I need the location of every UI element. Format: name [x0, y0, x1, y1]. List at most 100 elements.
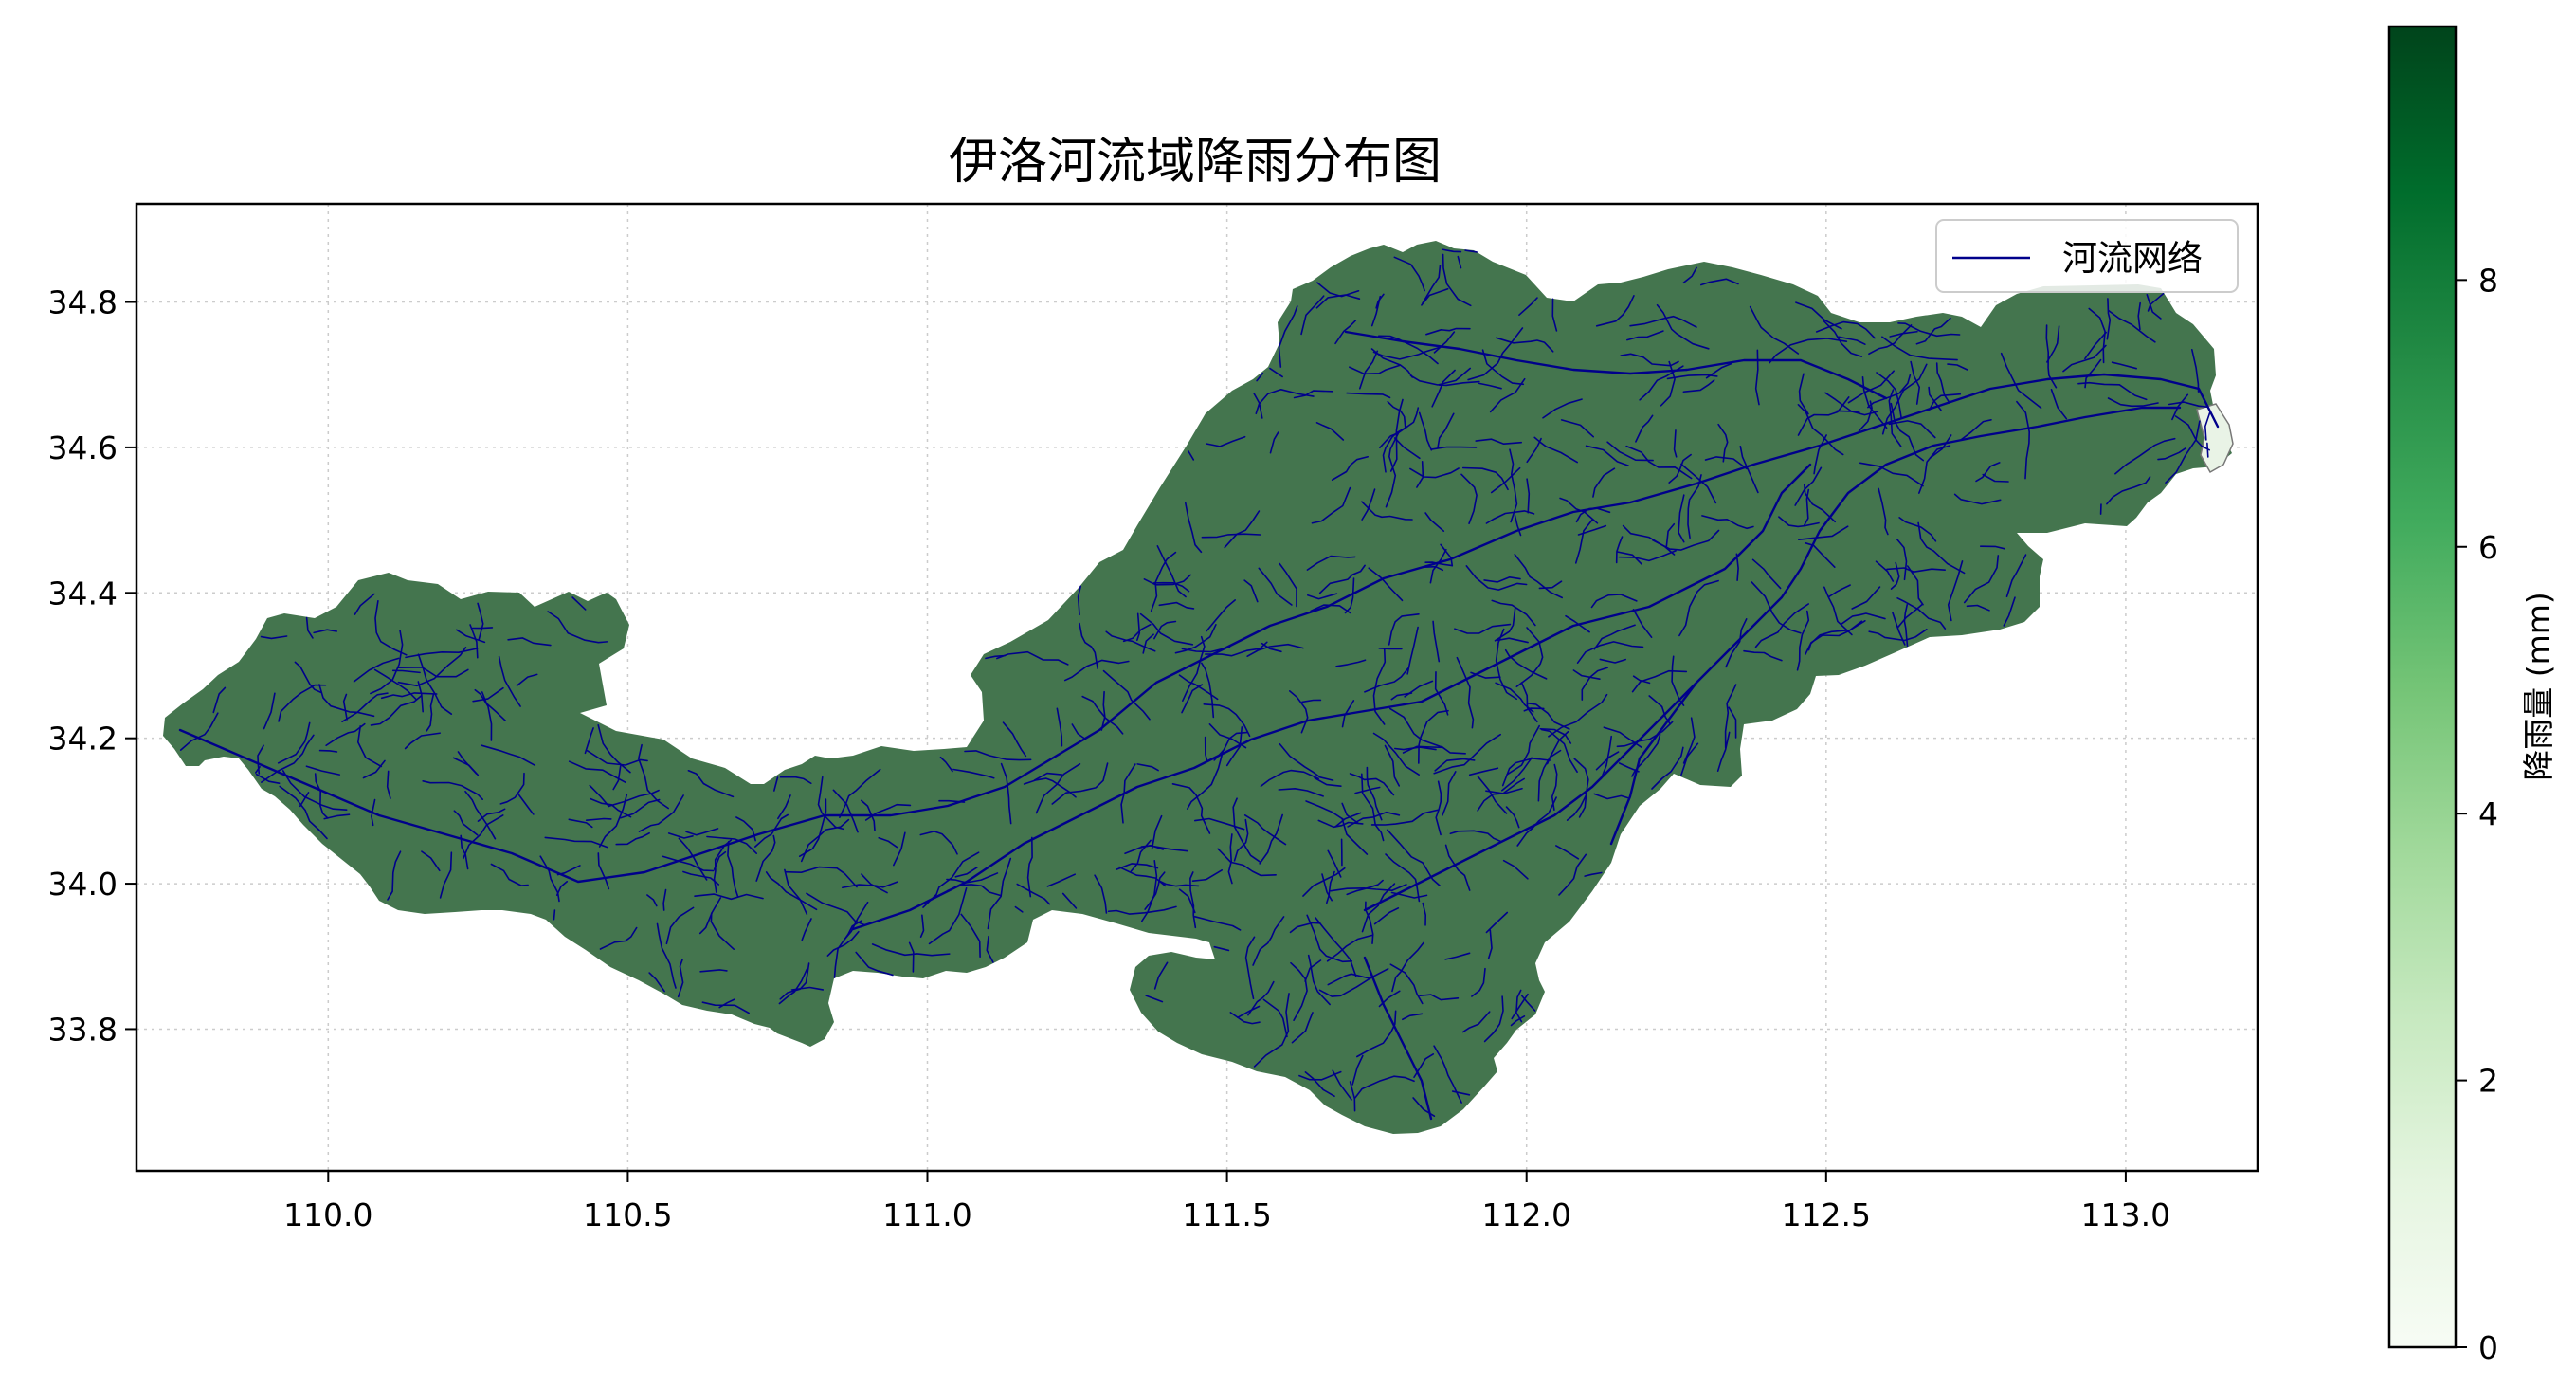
- river-segment: [1419, 994, 1460, 1001]
- river-segment: [1754, 349, 1760, 406]
- river-segment: [1898, 517, 1937, 542]
- river-segment: [1555, 845, 1580, 860]
- river-segment: [1390, 692, 1413, 701]
- river-segment: [1307, 954, 1331, 1006]
- plot-area: 110.0 110.5 111.0 111.5 112.0 112.5 113.0 33.8…: [48, 202, 2259, 1233]
- river-segment: [1351, 1054, 1364, 1086]
- river-segment: [687, 770, 735, 798]
- river-segment: [1208, 723, 1247, 749]
- river-segment: [553, 909, 556, 921]
- river-segment: [1813, 434, 1827, 475]
- river-segment: [305, 765, 341, 776]
- river-segment: [1002, 721, 1027, 758]
- river-segment: [1539, 727, 1572, 744]
- river-segment: [1928, 386, 1942, 411]
- river-segment: [1061, 892, 1078, 909]
- river-segment: [1947, 560, 1964, 622]
- river-segment: [1100, 690, 1106, 731]
- river-segment: [1354, 786, 1381, 794]
- river-segment: [1836, 410, 1879, 416]
- river-segment: [1079, 622, 1098, 670]
- river-segment: [1194, 817, 1245, 831]
- river-segment: [1026, 836, 1033, 898]
- river-segment: [785, 866, 858, 888]
- river-segment: [1449, 830, 1503, 843]
- river-segment: [1475, 438, 1522, 445]
- river-segment: [784, 868, 808, 916]
- river-segment: [1178, 888, 1196, 914]
- river-segment: [667, 832, 694, 839]
- river-segment: [1279, 562, 1297, 608]
- river-segment: [1682, 717, 1696, 764]
- river-segment: [678, 837, 708, 881]
- river-segment: [1232, 797, 1261, 864]
- river-segment: [1150, 551, 1177, 612]
- river-segment: [1467, 327, 1524, 381]
- river-segment: [908, 941, 915, 973]
- river-segment: [1457, 255, 1462, 269]
- river-segment: [1330, 884, 1407, 892]
- river-segment: [946, 884, 1002, 897]
- river-segment: [1606, 441, 1654, 462]
- river-segment: [341, 692, 389, 722]
- river-segment: [1315, 917, 1357, 977]
- river-segment: [1910, 360, 1920, 405]
- river-segment: [568, 818, 593, 829]
- y-tick-label: 34.0: [48, 866, 118, 903]
- river-segment: [1243, 814, 1287, 846]
- river-segment: [1402, 745, 1444, 754]
- river-segment: [1496, 637, 1529, 644]
- river-segment: [370, 694, 423, 726]
- river-segment: [619, 798, 661, 819]
- river-segment: [263, 692, 276, 730]
- river-segment: [1795, 301, 1842, 330]
- river-segment: [2171, 393, 2189, 421]
- river-segment: [1144, 871, 1166, 910]
- river-segment: [1433, 1045, 1462, 1104]
- river-segment: [1632, 675, 1651, 685]
- river-segment: [571, 596, 587, 611]
- river-segment: [1515, 627, 1544, 688]
- river-segment: [1881, 336, 1958, 361]
- river-segment: [2106, 476, 2151, 505]
- river-segment: [2084, 331, 2107, 360]
- river-segment: [1861, 376, 1888, 429]
- river-segment: [439, 851, 453, 899]
- river-segment: [2077, 381, 2148, 401]
- river-segment: [507, 637, 552, 647]
- river-segment: [1014, 905, 1024, 913]
- river-segment: [1966, 604, 1990, 612]
- river-segment: [1118, 866, 1167, 887]
- river-segment: [851, 463, 1812, 931]
- river-segment: [314, 773, 329, 819]
- river-segment: [318, 749, 338, 753]
- x-tick-label: 111.0: [882, 1196, 971, 1233]
- river-segment: [1253, 993, 1290, 1068]
- river-segment: [417, 681, 425, 713]
- river-segment: [1213, 945, 1230, 952]
- river-segment: [2206, 442, 2209, 458]
- river-segment: [1798, 373, 1809, 415]
- river-segment: [638, 743, 669, 810]
- river-segment: [1481, 349, 1525, 386]
- river-segment: [1725, 618, 1748, 668]
- river-segment: [1316, 282, 1360, 298]
- river-segment: [1648, 695, 1672, 725]
- river-segment: [1136, 612, 1141, 641]
- river-segment: [279, 785, 328, 840]
- river-segment: [1487, 929, 1493, 959]
- river-segment: [2108, 310, 2156, 343]
- river-segment: [1896, 603, 1923, 629]
- river-segment: [1520, 682, 1538, 723]
- legend: 河流网络: [1935, 219, 2239, 293]
- river-segment: [599, 926, 638, 950]
- river-segment: [353, 657, 400, 683]
- river-segment: [1526, 478, 1531, 514]
- river-segment: [1366, 766, 1383, 821]
- river-segment: [1575, 507, 1611, 523]
- river-segment: [1193, 915, 1242, 931]
- river-segment: [1389, 398, 1404, 472]
- river-segment: [1140, 860, 1158, 922]
- river-segment: [255, 766, 261, 774]
- river-segment: [1391, 941, 1424, 993]
